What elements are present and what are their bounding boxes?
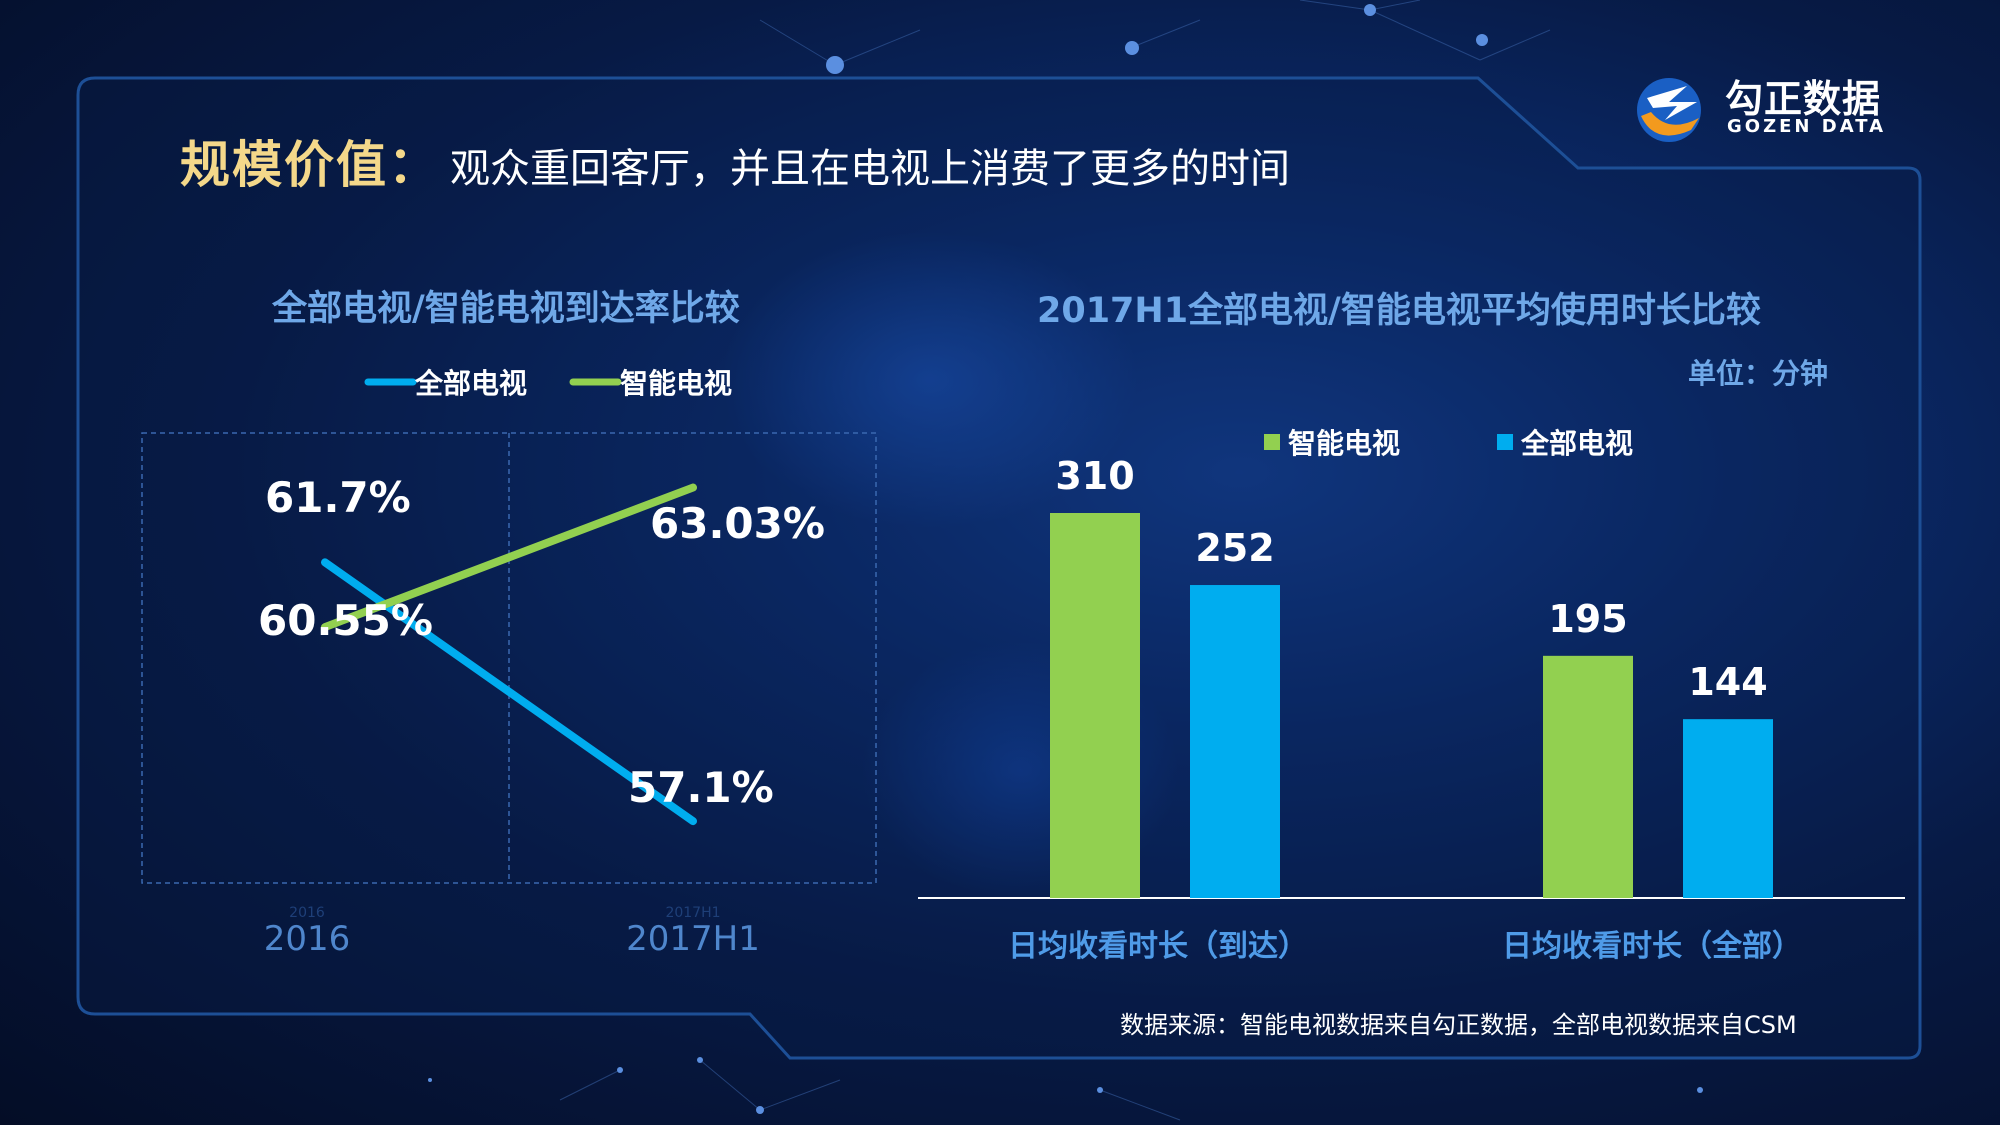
logo-text-cn: 勾正数据 — [1725, 77, 1882, 121]
page-title-main: 规模价值： — [180, 136, 440, 194]
page-title: 规模价值： 观众重回客厅，并且在电视上消费了更多的时间 — [180, 125, 1290, 197]
bar-smart-tv — [1543, 655, 1633, 898]
line-x-tick-ghost: 2016 — [289, 905, 325, 921]
logo-text-en: GOZEN DATA — [1727, 116, 1887, 137]
line-chart-title: 全部电视/智能电视到达率比较 — [272, 289, 740, 329]
page-title-subtitle: 观众重回客厅，并且在电视上消费了更多的时间 — [450, 146, 1290, 192]
line-series-smart-tv — [321, 483, 697, 632]
line-x-tick-ghost: 2017H1 — [665, 905, 720, 921]
bar-data-label: 310 — [1055, 454, 1134, 498]
bar-data-label: 195 — [1548, 597, 1627, 641]
line-legend-label: 全部电视 — [414, 367, 527, 400]
gozen-logo-icon — [1637, 78, 1701, 142]
bar-chart-unit: 单位：分钟 — [1688, 357, 1829, 390]
source-note: 数据来源：智能电视数据来自勾正数据，全部电视数据来自CSM — [1120, 1011, 1797, 1039]
bar-smart-tv — [1050, 513, 1140, 898]
line-legend-label: 智能电视 — [620, 367, 732, 400]
line-x-tick-label: 2017H1 — [626, 919, 760, 959]
bar-category-label: 日均收看时长（全部） — [1502, 929, 1802, 964]
background-glow — [720, 230, 1140, 530]
bar-legend-label: 智能电视 — [1288, 427, 1400, 460]
bar-chart-title: 2017H1全部电视/智能电视平均使用时长比较 — [1037, 291, 1761, 331]
line-x-tick-label: 2016 — [264, 919, 351, 959]
bar-data-label: 144 — [1688, 660, 1767, 704]
line-data-label: 60.55% — [258, 596, 433, 645]
line-data-label: 61.7% — [265, 473, 411, 522]
bar-legend-swatch — [1497, 434, 1513, 450]
line-chart-grid — [141, 432, 877, 884]
gozen-logo: 勾正数据 GOZEN DATA — [1625, 68, 1915, 148]
bar-legend-swatch — [1264, 434, 1280, 450]
bar-legend-label: 全部电视 — [1520, 427, 1633, 460]
bar-all-tv — [1190, 585, 1280, 898]
bar-data-label: 252 — [1195, 526, 1274, 570]
bar-category-label: 日均收看时长（到达） — [1008, 929, 1308, 964]
bar-all-tv — [1683, 719, 1773, 898]
line-data-label: 57.1% — [628, 763, 774, 812]
line-data-label: 63.03% — [650, 499, 825, 548]
